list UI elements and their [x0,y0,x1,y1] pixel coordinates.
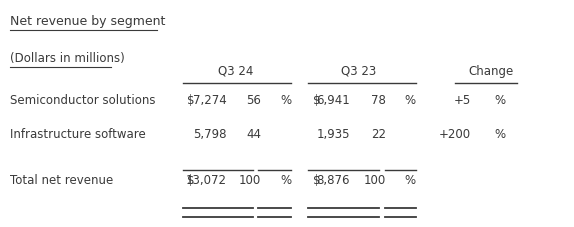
Text: $: $ [313,173,320,186]
Text: Semiconductor solutions: Semiconductor solutions [10,94,156,107]
Text: %: % [495,94,506,107]
Text: 100: 100 [363,173,386,186]
Text: 100: 100 [239,173,261,186]
Text: 8,876: 8,876 [317,173,350,186]
Text: $: $ [187,94,194,107]
Text: 5,798: 5,798 [193,128,227,141]
Text: Q3 23: Q3 23 [341,64,377,77]
Text: Net revenue by segment: Net revenue by segment [10,15,166,28]
Text: 44: 44 [246,128,261,141]
Text: 56: 56 [246,94,261,107]
Text: Infrastructure software: Infrastructure software [10,128,146,141]
Text: 13,072: 13,072 [186,173,227,186]
Text: 7,274: 7,274 [193,94,227,107]
Text: +5: +5 [453,94,471,107]
Text: %: % [280,173,291,186]
Text: Total net revenue: Total net revenue [10,173,114,186]
Text: $: $ [313,94,320,107]
Text: (Dollars in millions): (Dollars in millions) [10,52,125,65]
Text: %: % [495,128,506,141]
Text: %: % [404,173,415,186]
Text: 78: 78 [371,94,386,107]
Text: %: % [404,94,415,107]
Text: $: $ [187,173,194,186]
Text: Q3 24: Q3 24 [218,64,253,77]
Text: 1,935: 1,935 [317,128,350,141]
Text: 22: 22 [371,128,386,141]
Text: Change: Change [468,64,513,77]
Text: 6,941: 6,941 [316,94,350,107]
Text: %: % [280,94,291,107]
Text: +200: +200 [439,128,471,141]
